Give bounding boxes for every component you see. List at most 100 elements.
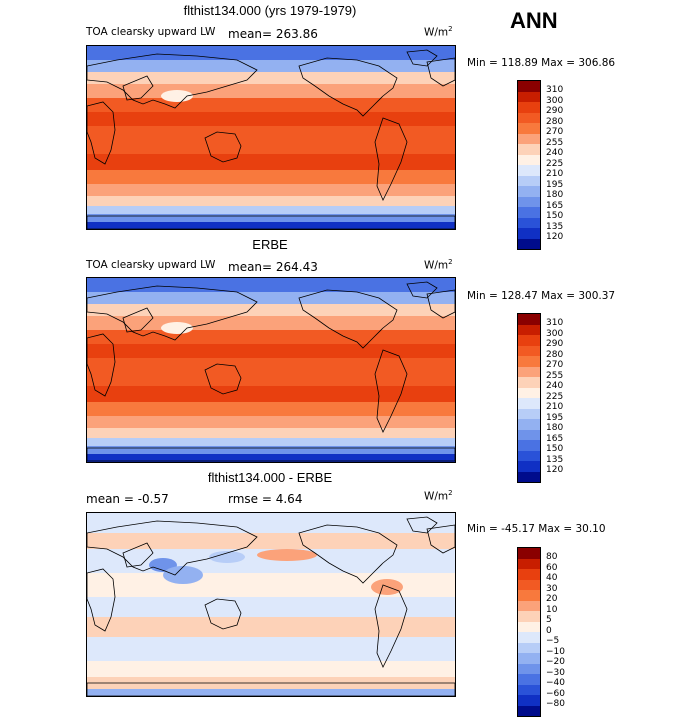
continent-outline: [204, 131, 242, 163]
colorbar-swatch: [518, 653, 540, 664]
map-field-band: [87, 170, 455, 184]
colorbar-tick-label: 270: [546, 127, 564, 137]
map-field-anomaly: [163, 566, 203, 584]
map-field-anomaly: [161, 322, 193, 334]
continent-outline: [87, 333, 116, 397]
colorbar-tick-label: 180: [546, 190, 564, 200]
colorbar-tick-label: 280: [546, 116, 564, 127]
map-field-band: [87, 438, 455, 446]
colorbar-swatch: [518, 144, 540, 155]
continent-outline: [87, 53, 258, 109]
colorbar-swatch: [518, 705, 540, 716]
continent-outline: [122, 542, 154, 568]
map-field-band: [87, 112, 455, 126]
continent-outline: [426, 524, 455, 554]
colorbar-tick-label: 0: [546, 625, 552, 636]
map-field-band: [87, 196, 455, 206]
continent-outline: [87, 520, 258, 576]
colorbar-tick-label: 195: [546, 179, 564, 190]
colorbar-swatch: [518, 621, 540, 632]
panel-2-mean: mean= 264.43: [228, 260, 318, 274]
colorbar-tick-label: 255: [546, 370, 564, 381]
colorbar-swatch: [518, 335, 540, 346]
colorbar-swatch: [518, 440, 540, 451]
panel-2-colorbar: [517, 313, 541, 483]
colorbar-tick-label: 300: [546, 95, 564, 106]
map-field-band: [87, 402, 455, 416]
colorbar-swatch: [518, 345, 540, 356]
colorbar-swatch: [518, 81, 540, 92]
colorbar-swatch: [518, 611, 540, 622]
panel-1-mean: mean= 263.86: [228, 27, 318, 41]
panel-3-title: flthist134.000 - ERBE: [207, 470, 333, 485]
colorbar-tick-label: 165: [546, 433, 564, 444]
panel-3-minmax: Min = -45.17 Max = 30.10: [467, 523, 606, 535]
map-field-band: [87, 446, 455, 454]
colorbar-tick-label: 240: [546, 148, 564, 158]
continent-outline: [374, 117, 408, 201]
map-field-band: [87, 278, 455, 292]
map-field-band: [87, 637, 455, 661]
colorbar-tick-label: 225: [546, 391, 564, 402]
colorbar-tick-label: 10: [546, 604, 558, 615]
map-field-band: [87, 126, 455, 154]
map-field-band: [87, 533, 455, 549]
colorbar-swatch: [518, 600, 540, 611]
colorbar-swatch: [518, 314, 540, 325]
map-field-band: [87, 316, 455, 330]
map-field-band: [87, 304, 455, 316]
colorbar-tick-label: −40: [546, 678, 565, 688]
continent-outline: [204, 363, 242, 395]
colorbar-swatch: [518, 429, 540, 440]
colorbar-swatch: [518, 175, 540, 186]
colorbar-swatch: [518, 91, 540, 102]
panel-2-variable-label: TOA clearsky upward LW: [86, 259, 216, 271]
colorbar-swatch: [518, 632, 540, 643]
continent-outline: [298, 289, 398, 349]
continent-outline: [298, 57, 398, 117]
colorbar-swatch: [518, 366, 540, 377]
colorbar-tick-label: 225: [546, 158, 564, 169]
panel-2-map: [86, 277, 456, 463]
continent-outline: [298, 524, 398, 584]
panel-1-title: flthist134.000 (yrs 1979-1979): [183, 3, 357, 18]
colorbar-swatch: [518, 123, 540, 134]
colorbar-tick-label: 20: [546, 594, 558, 604]
colorbar-tick-label: 280: [546, 349, 564, 360]
season-label: ANN: [510, 8, 558, 33]
colorbar-swatch: [518, 471, 540, 482]
panel-1-minmax: Min = 118.89 Max = 306.86: [467, 57, 616, 69]
colorbar-swatch: [518, 461, 540, 472]
colorbar-tick-label: 210: [546, 402, 564, 412]
colorbar-tick-label: 150: [546, 444, 564, 454]
colorbar-swatch: [518, 684, 540, 695]
panel-3-rmse: rmse = 4.64: [228, 492, 303, 506]
map-field-band: [87, 98, 455, 112]
colorbar-tick-label: 300: [546, 328, 564, 339]
map-field-band: [87, 689, 455, 696]
colorbar-swatch: [518, 377, 540, 388]
map-field-band: [87, 330, 455, 344]
continent-outline: [122, 307, 154, 333]
colorbar-tick-label: 290: [546, 106, 564, 116]
continent-outline: [122, 75, 154, 101]
map-field-band: [87, 84, 455, 98]
colorbar-swatch: [518, 387, 540, 398]
colorbar-tick-label: 80: [546, 552, 558, 562]
colorbar-swatch: [518, 112, 540, 123]
colorbar-swatch: [518, 324, 540, 335]
continent-outline: [87, 285, 258, 341]
colorbar-tick-label: 310: [546, 318, 564, 328]
continent-outline: [426, 57, 455, 87]
continent-outline: [87, 101, 116, 165]
map-field-anomaly: [209, 551, 245, 563]
colorbar-tick-label: 255: [546, 137, 564, 148]
colorbar-swatch: [518, 450, 540, 461]
map-field-band: [87, 416, 455, 428]
colorbar-swatch: [518, 419, 540, 430]
colorbar-swatch: [518, 154, 540, 165]
colorbar-tick-label: 180: [546, 423, 564, 433]
colorbar-swatch: [518, 674, 540, 685]
panel-3-map: [86, 512, 456, 697]
map-field-band: [87, 214, 455, 222]
